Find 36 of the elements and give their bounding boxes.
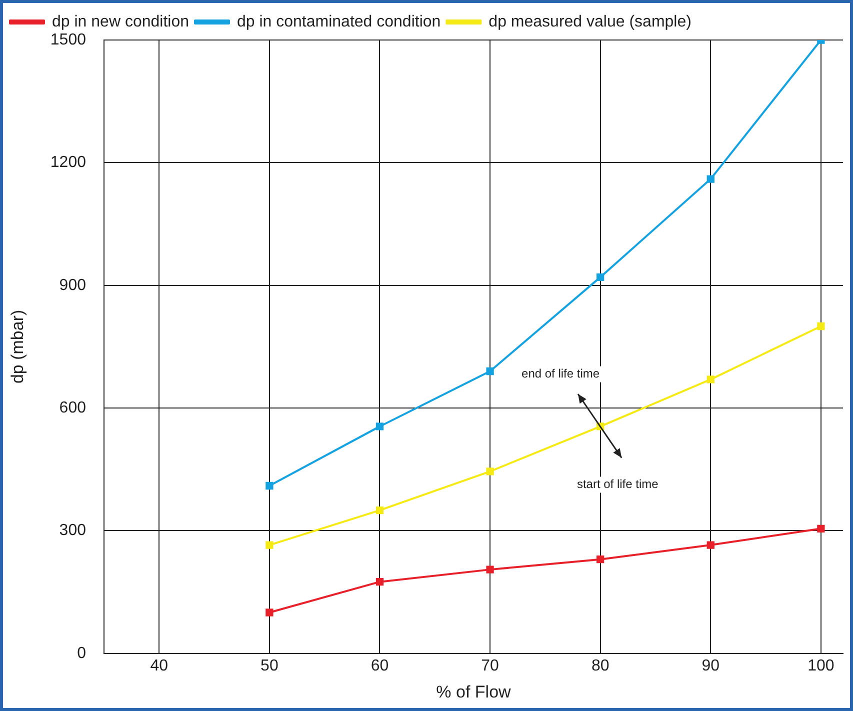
y-axis-title: dp (mbar) (8, 310, 27, 384)
y-tick-label: 1500 (50, 31, 86, 48)
point (596, 273, 604, 282)
point (817, 322, 825, 330)
y-tick-label: 1200 (50, 154, 86, 172)
legend-label: dp in new condition (52, 13, 189, 30)
point (706, 541, 714, 549)
point (376, 506, 384, 514)
point (486, 367, 494, 376)
point (266, 482, 274, 490)
x-tick-label: 80 (591, 657, 610, 674)
point (266, 541, 274, 549)
x-tick-label: 40 (150, 657, 168, 674)
legend-label: dp measured value (sample) (488, 13, 692, 30)
x-tick-label: 90 (702, 657, 720, 674)
annotation: end of life time (522, 366, 600, 381)
y-tick-label: 300 (59, 522, 86, 540)
point (706, 376, 714, 384)
y-tick-label: 600 (59, 399, 86, 416)
point (817, 524, 825, 533)
point (486, 566, 494, 574)
point (376, 578, 384, 586)
annotation: start of life time (576, 477, 659, 492)
y-tick-label: 900 (59, 276, 86, 294)
x-tick-label: 100 (808, 657, 834, 674)
x-tick-label: 50 (260, 657, 278, 674)
point (486, 468, 494, 476)
point (596, 556, 604, 564)
legend-label: dp in contaminated condition (236, 13, 441, 30)
x-tick-label: 70 (481, 657, 500, 674)
x-tick-label: 60 (370, 657, 389, 674)
y-tick-label: 0 (77, 644, 86, 662)
point (266, 608, 274, 616)
x-axis-title: % of Flow (436, 682, 512, 702)
point (706, 175, 714, 183)
point (376, 422, 384, 430)
